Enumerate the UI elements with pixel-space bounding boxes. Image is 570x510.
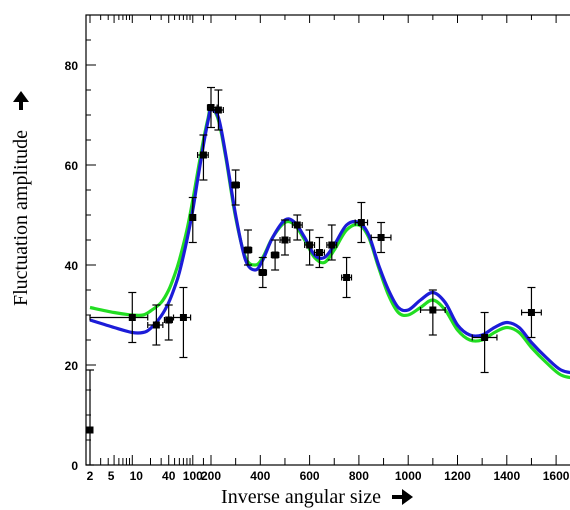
- data-point: [152, 321, 160, 329]
- plot-frame: [85, 14, 570, 466]
- data-point-group: [419, 289, 446, 336]
- data-point: [328, 241, 336, 249]
- data-point: [306, 241, 314, 249]
- data-point: [214, 106, 222, 114]
- data-point-group: [520, 286, 542, 339]
- data-point: [232, 181, 240, 189]
- y-axis-title: Fluctuation amplitude: [10, 130, 32, 306]
- data-point: [293, 221, 301, 229]
- x-tick-label: 10: [130, 469, 144, 483]
- data-point-group: [86, 369, 94, 466]
- data-point: [343, 274, 351, 281]
- data-point: [271, 251, 279, 259]
- x-tick-label: 1200: [444, 469, 471, 483]
- x-minor-ticks: [100, 15, 532, 465]
- data-point: [429, 306, 437, 314]
- data-point-group: [163, 304, 173, 341]
- data-point: [259, 269, 267, 276]
- data-point: [527, 309, 535, 316]
- data-point-group: [341, 256, 353, 299]
- data-point-group: [231, 169, 240, 206]
- data-point: [86, 426, 94, 434]
- data-point-group: [270, 239, 280, 271]
- x-tick-label: 800: [349, 469, 369, 483]
- data-point: [481, 334, 489, 341]
- x-tick-label: 5: [108, 469, 115, 483]
- data-point-group: [172, 286, 192, 359]
- data-point-group: [147, 304, 164, 346]
- data-point: [244, 246, 252, 254]
- data-point: [165, 316, 173, 324]
- data-point: [179, 314, 187, 321]
- x-tick-label: 200: [201, 469, 221, 483]
- x-axis-title: Inverse angular size: [221, 486, 381, 508]
- x-tick-label: 100: [183, 469, 203, 483]
- data-points: [86, 86, 542, 466]
- data-point-group: [326, 224, 338, 261]
- y-tick-label: 80: [65, 59, 79, 73]
- data-point-group: [279, 219, 291, 256]
- y-tick-label: 20: [65, 359, 79, 373]
- data-point: [377, 234, 385, 241]
- data-point-group: [212, 89, 224, 131]
- data-point-group: [89, 291, 149, 344]
- x-tick-label: 1600: [543, 469, 570, 483]
- y-axis-title-group: Fluctuation amplitude: [10, 91, 32, 306]
- up-arrow-icon: [13, 91, 29, 110]
- x-tick-label: 40: [162, 469, 176, 483]
- data-point: [357, 219, 365, 226]
- series-line: [89, 108, 570, 375]
- data-point-group: [370, 221, 392, 254]
- y-tick-label: 60: [65, 159, 79, 173]
- data-point: [189, 214, 197, 221]
- data-point-group: [188, 196, 197, 244]
- data-point-group: [291, 214, 303, 241]
- data-point: [128, 314, 136, 321]
- x-tick-label: 1400: [493, 469, 520, 483]
- data-point-group: [258, 256, 268, 289]
- data-point: [207, 104, 215, 111]
- x-tick-label: 2: [87, 469, 94, 483]
- y-tick-label: 0: [71, 459, 78, 473]
- right-arrow-icon: [392, 489, 413, 505]
- data-point-group: [354, 201, 369, 244]
- data-point-group: [304, 229, 316, 266]
- x-tick-label: 400: [250, 469, 270, 483]
- x-axis-title-group: Inverse angular size: [221, 486, 413, 508]
- x-tick-label: 600: [300, 469, 320, 483]
- data-point-group: [471, 311, 498, 374]
- data-point-group: [196, 134, 209, 181]
- y-ticks: 0 20 40 60 80: [65, 14, 96, 473]
- x-tick-label: 1000: [395, 469, 422, 483]
- data-point: [199, 151, 207, 159]
- data-point-group: [313, 236, 325, 269]
- data-point: [281, 236, 289, 244]
- y-tick-label: 40: [65, 259, 79, 273]
- data-point: [315, 249, 323, 256]
- data-point-group: [243, 229, 253, 266]
